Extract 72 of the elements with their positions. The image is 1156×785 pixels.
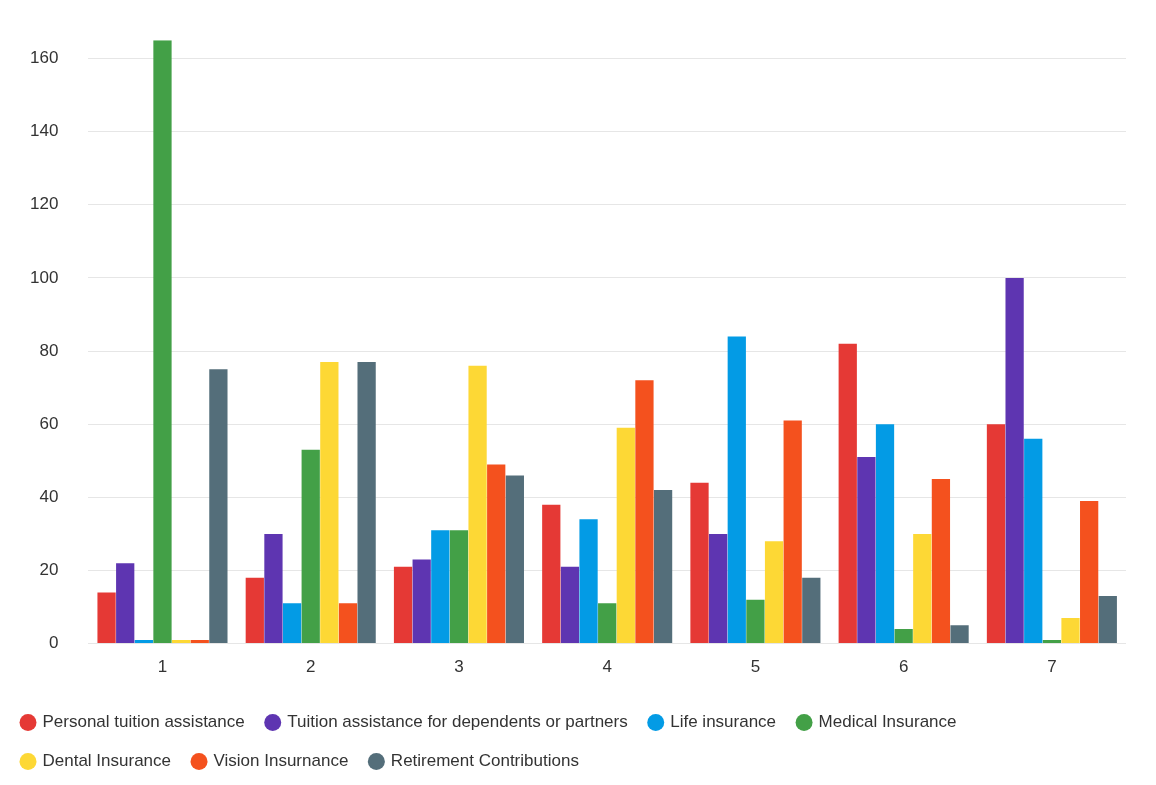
- y-tick-label: 160: [29, 48, 59, 68]
- bar: [431, 530, 450, 644]
- bar: [264, 533, 283, 644]
- x-tick-label: 4: [602, 657, 612, 677]
- bar: [449, 530, 469, 644]
- y-tick-label: 80: [39, 340, 59, 360]
- bar: [727, 336, 746, 644]
- bar: [320, 362, 339, 644]
- bar: [393, 566, 413, 644]
- x-tick-label: 2: [305, 657, 316, 677]
- bar: [301, 449, 320, 644]
- bar: [950, 625, 969, 644]
- bar: [1024, 438, 1043, 644]
- bar: [635, 380, 654, 644]
- bar: [986, 424, 1006, 644]
- bar: [190, 639, 209, 644]
- bar: [1080, 500, 1099, 644]
- bar: [1042, 639, 1062, 644]
- bar: [857, 457, 876, 644]
- bar: [616, 427, 635, 644]
- bar: [875, 424, 895, 644]
- bar: [171, 639, 191, 644]
- legend-label: Vision Insurnance: [213, 751, 349, 771]
- y-tick-label: 100: [29, 267, 59, 287]
- bar: [412, 559, 431, 644]
- bar: [1098, 596, 1117, 644]
- bar: [116, 563, 135, 644]
- bar: [709, 533, 728, 644]
- x-tick-label: 7: [1047, 657, 1057, 677]
- bar: [913, 533, 932, 644]
- bar: [764, 541, 784, 644]
- x-tick-label: 1: [157, 657, 168, 677]
- bar: [894, 628, 913, 644]
- y-tick-label: 60: [39, 413, 59, 433]
- bar: [1005, 277, 1024, 644]
- legend-label: Medical Insurance: [818, 712, 957, 732]
- bar: [783, 420, 802, 644]
- bar: [579, 519, 598, 644]
- bar: [209, 369, 228, 644]
- y-tick-label: 0: [48, 633, 59, 653]
- legend-label: Life insurance: [670, 712, 777, 732]
- x-tick-label: 5: [750, 657, 761, 677]
- bar: [245, 577, 264, 644]
- y-tick-label: 120: [29, 194, 59, 214]
- bar: [931, 479, 951, 644]
- legend-label: Tuition assistance for dependents or partners: [287, 712, 628, 732]
- bar: [1061, 618, 1080, 644]
- x-tick-label: 3: [454, 657, 464, 677]
- bar: [357, 362, 376, 644]
- legend-label: Retirement Contributions: [390, 751, 579, 771]
- bar: [153, 40, 172, 644]
- y-tick-label: 40: [39, 487, 59, 507]
- bar: [802, 577, 821, 644]
- bar: [746, 599, 765, 644]
- bar: [542, 504, 561, 644]
- bar: [134, 639, 153, 644]
- bar: [560, 566, 580, 644]
- bar: [338, 603, 358, 644]
- bar: [97, 592, 116, 644]
- y-tick-label: 20: [39, 560, 59, 580]
- y-tick-label: 140: [29, 121, 59, 141]
- bar: [653, 490, 673, 644]
- bar: [838, 343, 857, 644]
- bar: [598, 603, 617, 644]
- x-tick-label: 6: [898, 657, 909, 677]
- bar: [505, 475, 524, 644]
- bar: [468, 365, 487, 644]
- legend-label: Dental Insurance: [42, 751, 172, 771]
- legend-label: Personal tuition assistance: [42, 712, 245, 732]
- bar: [282, 603, 302, 644]
- bar: [690, 482, 709, 644]
- bar: [487, 464, 506, 644]
